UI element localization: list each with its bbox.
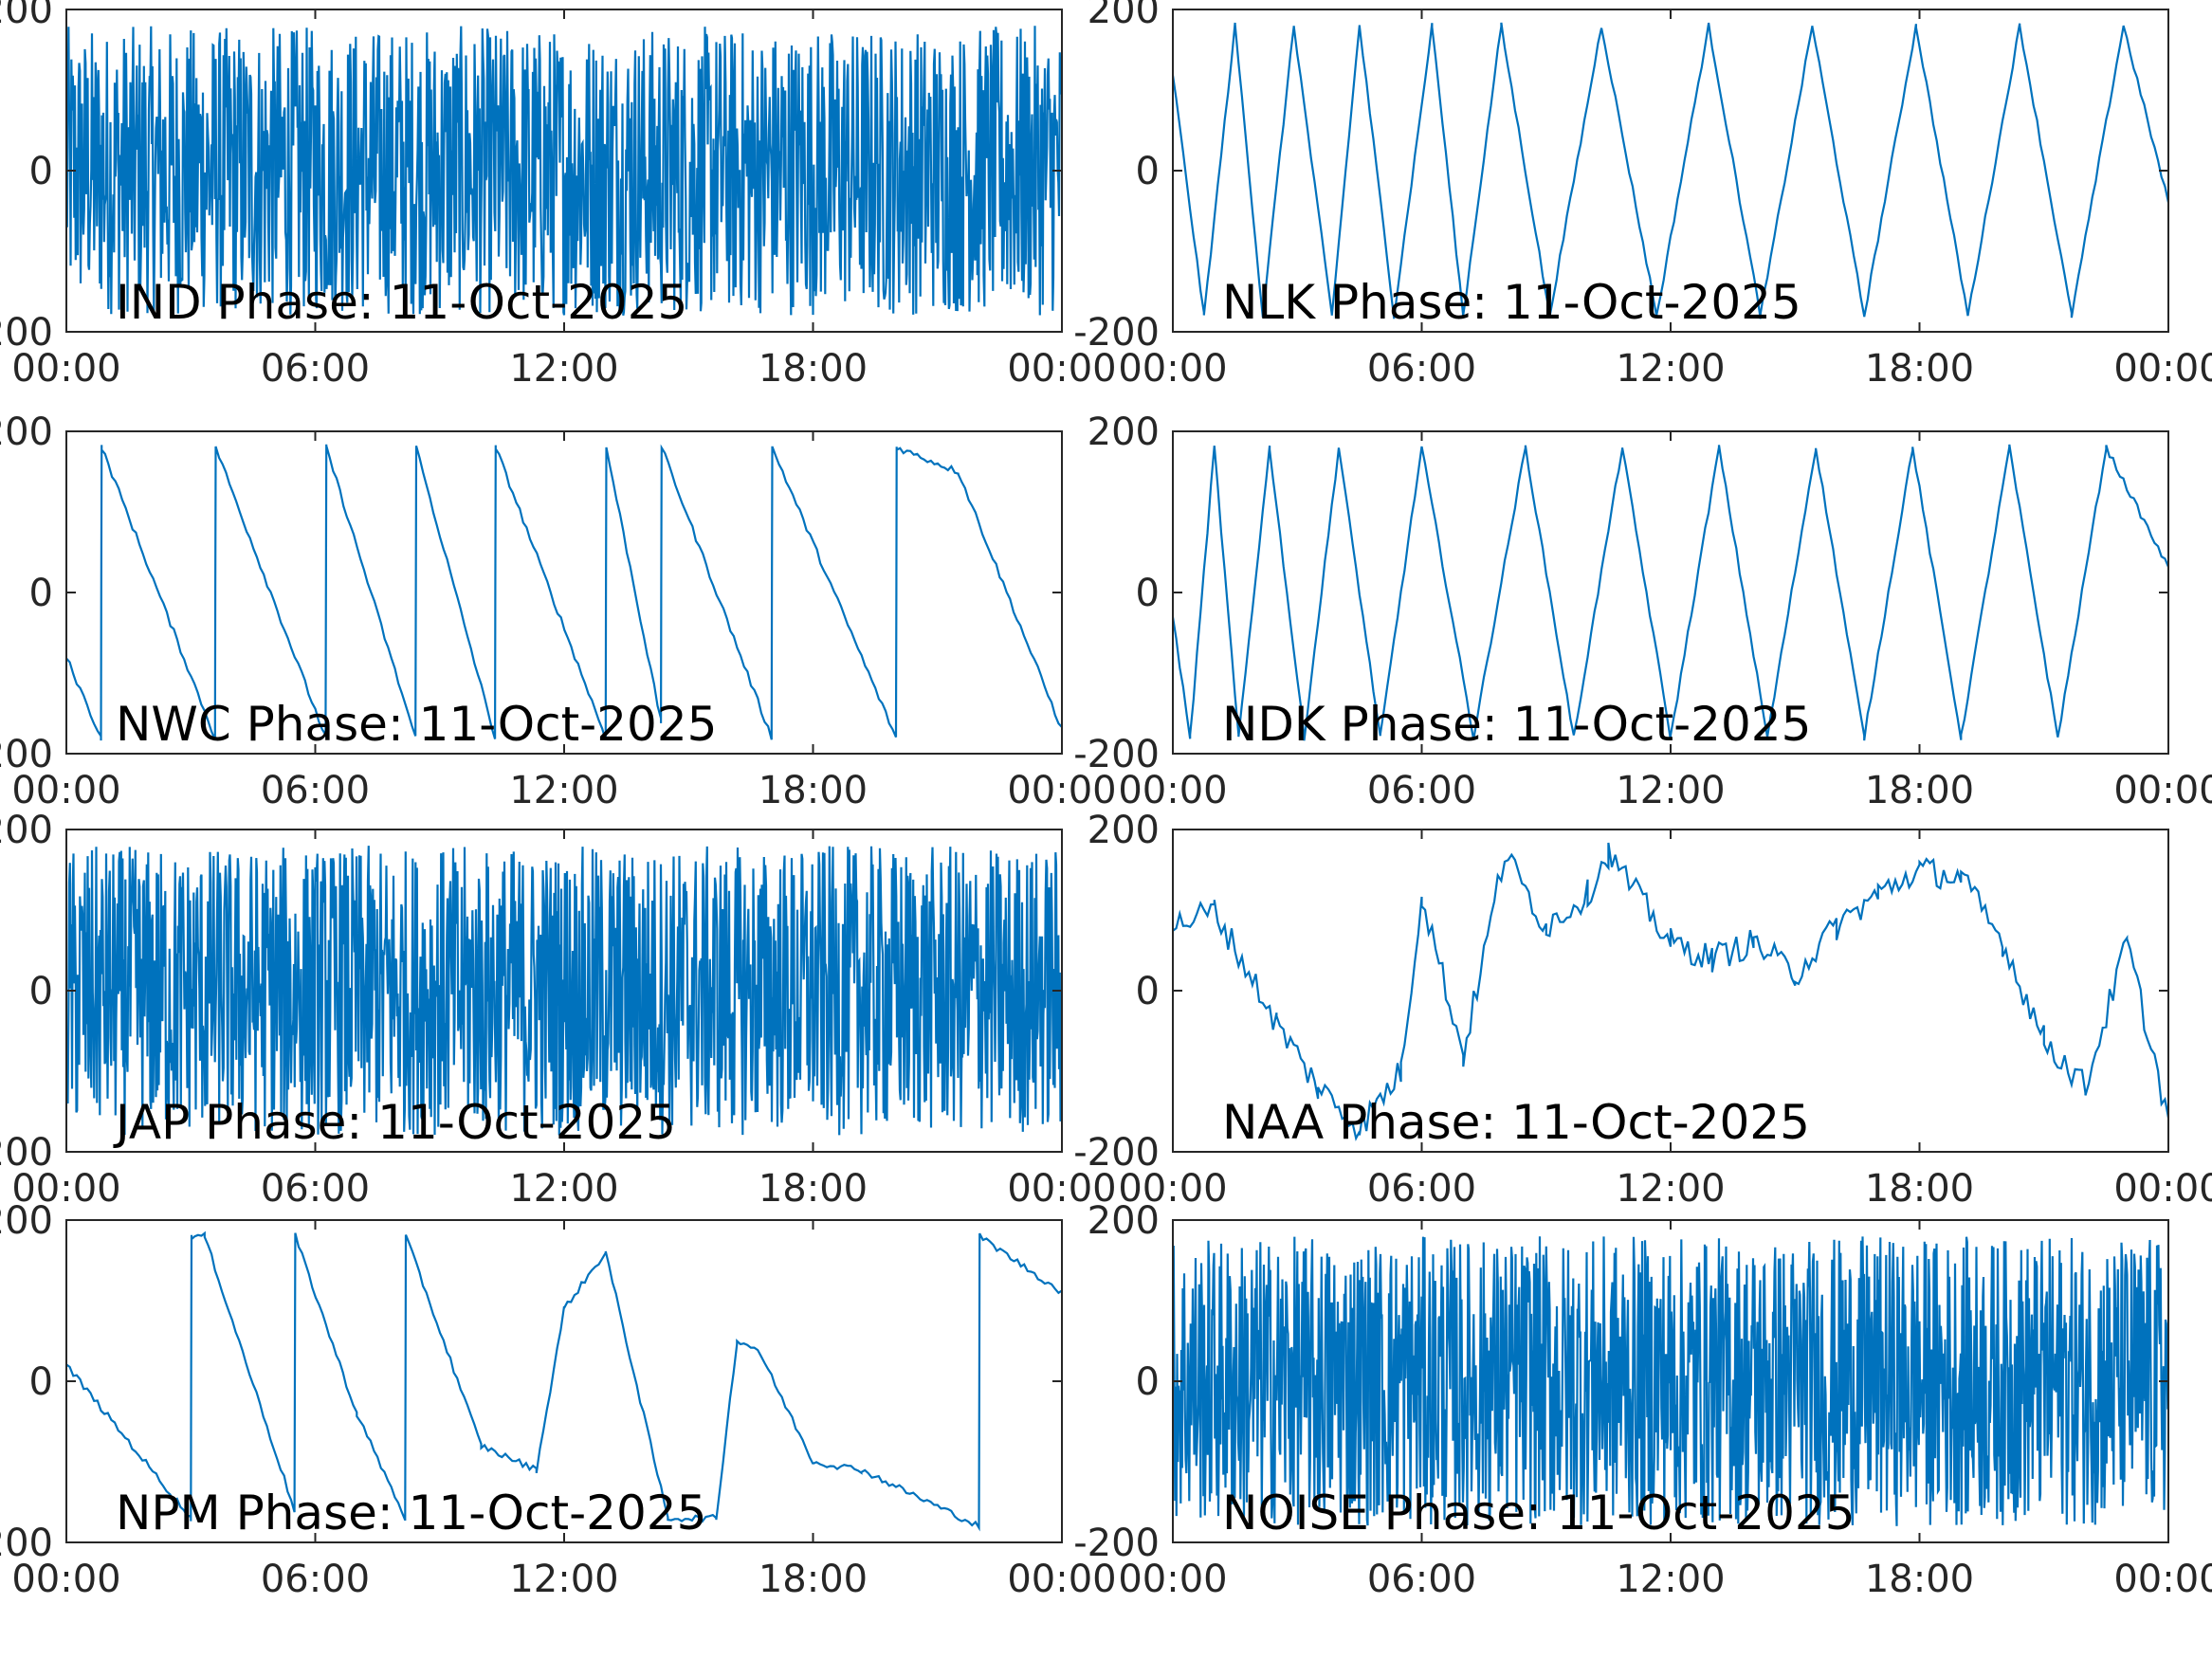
x-tick-label: 06:00: [1367, 1167, 1476, 1211]
y-tick-label: 0: [29, 572, 53, 615]
y-tick-label: -200: [0, 1131, 53, 1175]
series-line-ind: [66, 26, 1062, 317]
panel-title: IND Phase: 11-Oct-2025: [116, 275, 687, 330]
x-tick-label: 06:00: [261, 347, 370, 391]
y-tick-label: 0: [29, 970, 53, 1013]
panel-title: JAP Phase: 11-Oct-2025: [113, 1095, 676, 1150]
y-tick-label: -200: [0, 1522, 53, 1565]
series-line-ndk: [1173, 444, 2168, 741]
y-tick-label: 200: [1088, 809, 1160, 852]
y-tick-label: 0: [1136, 150, 1160, 193]
panel-title: NOISE Phase: 11-Oct-2025: [1222, 1486, 1856, 1540]
panel-title: NPM Phase: 11-Oct-2025: [116, 1486, 706, 1540]
y-tick-label: 200: [0, 1199, 53, 1243]
x-tick-label: 00:00: [11, 1558, 120, 1601]
y-tick-label: -200: [0, 311, 53, 355]
panel-title: NAA Phase: 11-Oct-2025: [1222, 1095, 1810, 1150]
y-tick-label: -200: [1073, 733, 1160, 776]
y-tick-label: -200: [0, 733, 53, 776]
series-line-nwc: [66, 444, 1062, 741]
y-tick-label: 200: [1088, 0, 1160, 32]
panel-title: NWC Phase: 11-Oct-2025: [116, 697, 717, 752]
x-tick-label: 18:00: [759, 347, 868, 391]
x-tick-label: 00:00: [1007, 347, 1116, 391]
x-tick-label: 12:00: [1616, 1167, 1725, 1211]
y-tick-label: -200: [1073, 1131, 1160, 1175]
x-tick-label: 18:00: [1865, 1558, 1974, 1601]
series-line-nlk: [1173, 22, 2168, 319]
x-tick-label: 06:00: [261, 1167, 370, 1211]
x-tick-label: 00:00: [1118, 1167, 1227, 1211]
x-tick-label: 06:00: [1367, 769, 1476, 812]
x-tick-label: 18:00: [759, 1167, 868, 1211]
x-tick-label: 00:00: [1007, 1558, 1116, 1601]
series-line-jap: [66, 846, 1062, 1136]
y-tick-label: 200: [0, 809, 53, 852]
y-tick-label: 0: [29, 1360, 53, 1404]
y-tick-label: 0: [1136, 970, 1160, 1013]
x-tick-label: 12:00: [1616, 769, 1725, 812]
x-tick-label: 12:00: [509, 769, 618, 812]
x-tick-label: 00:00: [2113, 769, 2212, 812]
x-tick-label: 06:00: [261, 769, 370, 812]
x-tick-label: 18:00: [1865, 769, 1974, 812]
x-tick-label: 00:00: [2113, 1167, 2212, 1211]
y-tick-label: -200: [1073, 1522, 1160, 1565]
x-tick-label: 12:00: [1616, 347, 1725, 391]
y-tick-label: 200: [0, 410, 53, 454]
x-tick-label: 12:00: [509, 347, 618, 391]
x-tick-label: 18:00: [759, 769, 868, 812]
y-tick-label: -200: [1073, 311, 1160, 355]
x-tick-label: 06:00: [1367, 1558, 1476, 1601]
x-tick-label: 00:00: [2113, 347, 2212, 391]
series-line-naa: [1173, 842, 2168, 1141]
x-tick-label: 06:00: [261, 1558, 370, 1601]
x-tick-label: 18:00: [1865, 1167, 1974, 1211]
x-tick-label: 00:00: [1118, 769, 1227, 812]
x-tick-label: 18:00: [759, 1558, 868, 1601]
y-tick-label: 200: [1088, 1199, 1160, 1243]
y-tick-label: 0: [1136, 572, 1160, 615]
x-tick-label: 00:00: [1118, 347, 1227, 391]
x-tick-label: 12:00: [1616, 1558, 1725, 1601]
y-tick-label: 200: [0, 0, 53, 32]
x-tick-label: 00:00: [2113, 1558, 2212, 1601]
x-tick-label: 00:00: [1007, 769, 1116, 812]
x-tick-label: 00:00: [11, 347, 120, 391]
panel-title: NLK Phase: 11-Oct-2025: [1222, 275, 1801, 330]
x-tick-label: 12:00: [509, 1167, 618, 1211]
series-line-noise: [1173, 1236, 2168, 1526]
x-tick-label: 12:00: [509, 1558, 618, 1601]
x-tick-label: 00:00: [11, 769, 120, 812]
y-tick-label: 0: [1136, 1360, 1160, 1404]
x-tick-label: 18:00: [1865, 347, 1974, 391]
x-tick-label: 00:00: [11, 1167, 120, 1211]
series-line-npm: [66, 1231, 1062, 1532]
x-tick-label: 00:00: [1118, 1558, 1227, 1601]
x-tick-label: 06:00: [1367, 347, 1476, 391]
x-tick-label: 00:00: [1007, 1167, 1116, 1211]
y-tick-label: 200: [1088, 410, 1160, 454]
panel-title: NDK Phase: 11-Oct-2025: [1222, 697, 1811, 752]
y-tick-label: 0: [29, 150, 53, 193]
